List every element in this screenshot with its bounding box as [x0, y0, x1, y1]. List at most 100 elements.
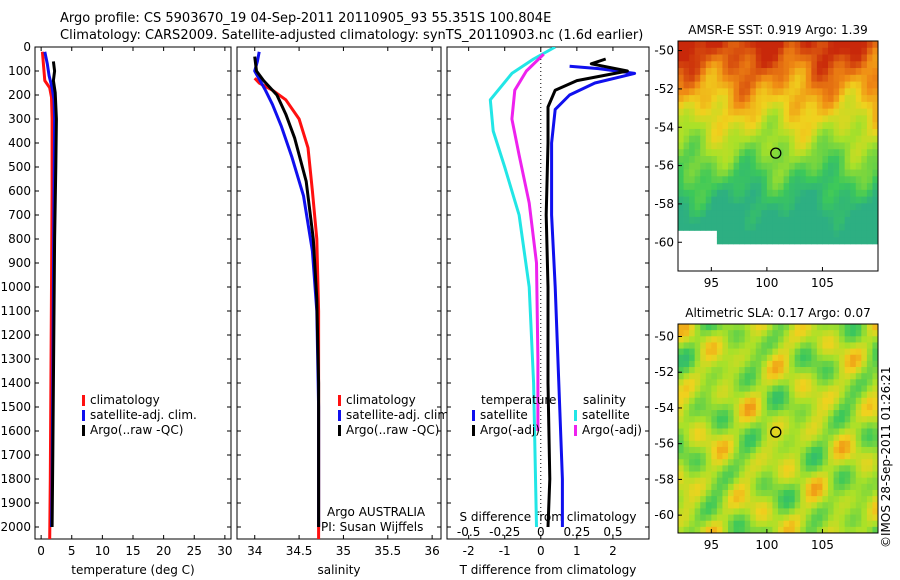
- heatmap-cell: [778, 342, 784, 349]
- heatmap-cell: [855, 416, 862, 423]
- heatmap-cell: [828, 459, 834, 466]
- heatmap-cell: [861, 196, 868, 204]
- heatmap-cell: [683, 416, 690, 423]
- heatmap-cell: [850, 526, 857, 534]
- heatmap-cell: [778, 459, 784, 466]
- heatmap-cell: [755, 54, 762, 62]
- heatmap-cell: [789, 54, 796, 62]
- heatmap-cell: [844, 502, 851, 509]
- heatmap-cell: [694, 373, 701, 380]
- heatmap-cell: [716, 169, 723, 177]
- heatmap-cell: [761, 81, 768, 89]
- heatmap-cell: [850, 410, 857, 417]
- heatmap-cell: [761, 496, 768, 503]
- heatmap-cell: [744, 223, 751, 231]
- legend-label: satellite-adj. clim.: [90, 408, 197, 422]
- heatmap-cell: [705, 95, 712, 103]
- heatmap-cell: [778, 446, 784, 454]
- heatmap-cell: [794, 428, 801, 436]
- heatmap-cell: [722, 223, 729, 231]
- heatmap-cell: [744, 483, 751, 491]
- heatmap-cell: [822, 360, 829, 368]
- heatmap-cell: [716, 477, 723, 485]
- heatmap-cell: [689, 47, 696, 55]
- heatmap-cell: [689, 189, 696, 197]
- heatmap-cell: [728, 379, 734, 386]
- heatmap-cell: [700, 223, 707, 231]
- argo-pi: PI: Susan Wijffels: [321, 520, 423, 534]
- heatmap-cell: [705, 348, 712, 356]
- heatmap-cell: [739, 230, 746, 238]
- heatmap-cell: [694, 422, 701, 429]
- heatmap-cell: [678, 373, 684, 380]
- heatmap-cell: [861, 88, 868, 96]
- heatmap-cell: [678, 502, 684, 509]
- heatmap-cell: [678, 403, 684, 411]
- heatmap-cell: [744, 54, 751, 62]
- heatmap-cell: [778, 379, 784, 386]
- heatmap-cell: [850, 354, 857, 362]
- heatmap-cell: [850, 471, 857, 479]
- heatmap-cell: [839, 514, 846, 522]
- heatmap-cell: [700, 216, 707, 225]
- heatmap-cell: [744, 446, 751, 454]
- heatmap-cell: [789, 471, 796, 479]
- heatmap-cell: [689, 453, 696, 460]
- heatmap-cell: [789, 465, 796, 472]
- heatmap-cell: [694, 88, 701, 96]
- heatmap-cell: [678, 210, 684, 218]
- heatmap-cell: [839, 422, 846, 429]
- heatmap-cell: [716, 41, 723, 49]
- heatmap-cell: [705, 360, 712, 368]
- heatmap-cell: [683, 354, 690, 362]
- heatmap-cell: [733, 183, 740, 191]
- heatmap-cell: [761, 88, 768, 96]
- heatmap-cell: [805, 477, 812, 485]
- heatmap-cell: [744, 183, 751, 191]
- heatmap-cell: [761, 336, 768, 343]
- heatmap-cell: [789, 348, 796, 356]
- heatmap-cell: [728, 176, 734, 184]
- heatmap-cell: [794, 465, 801, 472]
- heatmap-cell: [733, 373, 740, 380]
- heatmap-cell: [739, 416, 746, 423]
- heatmap-cell: [750, 489, 757, 497]
- heatmap-cell: [822, 47, 829, 55]
- heatmap-cell: [766, 128, 773, 137]
- heatmap-cell: [761, 434, 768, 442]
- heatmap-cell: [766, 379, 773, 386]
- heatmap-cell: [783, 88, 790, 96]
- heatmap-cell: [750, 428, 757, 436]
- heatmap-cell: [694, 367, 701, 374]
- heatmap-cell: [811, 471, 818, 479]
- heatmap-cell: [805, 496, 812, 503]
- heatmap-cell: [833, 142, 840, 150]
- heatmap-cell: [733, 391, 740, 399]
- heatmap-cell: [822, 74, 829, 82]
- heatmap-cell: [811, 489, 818, 497]
- heatmap-cell: [728, 416, 734, 423]
- heatmap-cell: [733, 196, 740, 204]
- heatmap-cell: [861, 122, 868, 130]
- heatmap-cell: [866, 169, 873, 177]
- heatmap-cell: [733, 453, 740, 460]
- heatmap-cell: [755, 156, 762, 164]
- heatmap-cell: [822, 477, 829, 485]
- heatmap-cell: [861, 416, 868, 423]
- heatmap-cell: [739, 237, 746, 245]
- heatmap-cell: [683, 410, 690, 417]
- heatmap-cell: [800, 465, 807, 472]
- heatmap-cell: [722, 446, 729, 454]
- legend-label: satellite: [582, 408, 630, 422]
- heatmap-cell: [694, 61, 701, 69]
- legend-label: climatology: [90, 393, 160, 407]
- heatmap-cell: [705, 88, 712, 96]
- heatmap-cell: [728, 237, 734, 245]
- heatmap-cell: [861, 483, 868, 491]
- heatmap-cell: [833, 391, 840, 399]
- y-tick-label: 600: [8, 184, 31, 198]
- heatmap-cell: [683, 373, 690, 380]
- heatmap-cell: [722, 183, 729, 191]
- heatmap-cell: [778, 210, 784, 218]
- heatmap-cell: [822, 502, 829, 509]
